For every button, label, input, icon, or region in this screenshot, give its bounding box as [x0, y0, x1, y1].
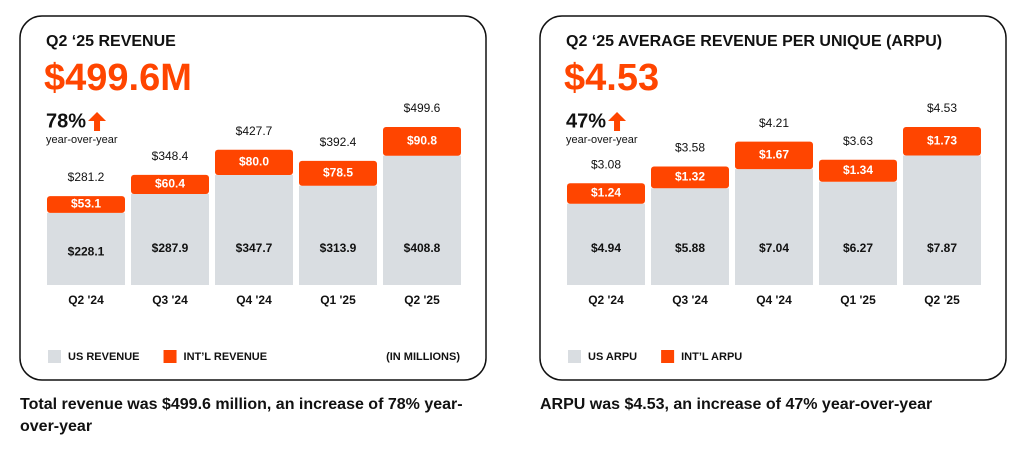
value-label: $228.1: [68, 245, 105, 259]
value-label: $347.7: [236, 241, 273, 255]
bar-segment: [47, 212, 125, 285]
value-label: $287.9: [152, 241, 189, 255]
growth: 47%: [566, 110, 606, 132]
headline: $499.6M: [44, 57, 192, 99]
value-label: $7.04: [759, 241, 789, 255]
bar-segment: [567, 203, 645, 285]
total-label: $348.4: [152, 149, 189, 163]
bar-segment: [299, 185, 377, 285]
x-tick-label: Q3 '24: [672, 293, 708, 307]
value-label: $313.9: [320, 241, 357, 255]
legend-label: INT’L ARPU: [681, 351, 742, 363]
value-label: $1.24: [591, 186, 621, 200]
growth-label: year-over-year: [46, 134, 118, 146]
total-label: $281.2: [68, 170, 105, 184]
x-tick-label: Q3 '24: [152, 293, 188, 307]
bar-segment: [735, 169, 813, 285]
value-label: $4.94: [591, 241, 621, 255]
chart-title: Q2 ‘25 AVERAGE REVENUE PER UNIQUE (ARPU): [566, 33, 942, 50]
legend-label: US REVENUE: [68, 351, 140, 363]
total-label: $4.53: [927, 101, 957, 115]
value-label: $1.34: [843, 163, 873, 177]
legend-swatch: [163, 350, 177, 363]
legend-label: US ARPU: [588, 351, 637, 363]
bar-segment: [651, 166, 729, 189]
bar-segment: [903, 155, 981, 285]
x-tick-label: Q4 '24: [236, 293, 272, 307]
total-label: $3.08: [591, 157, 621, 171]
value-label: $408.8: [404, 241, 441, 255]
value-label: $6.27: [843, 241, 873, 255]
value-label: $90.8: [407, 134, 437, 148]
x-tick-label: Q1 '25: [320, 293, 356, 307]
value-label: $1.32: [675, 170, 705, 184]
bar-segment: [819, 181, 897, 285]
total-label: $392.4: [320, 135, 357, 149]
panel: [539, 15, 1007, 381]
value-label: $1.73: [927, 133, 957, 147]
bar-segment: [215, 175, 293, 285]
value-label: $60.4: [155, 177, 185, 191]
total-label: $4.21: [759, 116, 789, 130]
unit-note: (IN MILLIONS): [386, 351, 460, 363]
chart-title: Q2 ‘25 REVENUE: [46, 33, 176, 50]
value-label: $7.87: [927, 241, 957, 255]
x-tick-label: Q2 '25: [924, 293, 960, 307]
x-tick-label: Q2 '24: [588, 293, 624, 307]
x-tick-label: Q1 '25: [840, 293, 876, 307]
legend-swatch: [568, 350, 581, 363]
bar-segment: [383, 155, 461, 285]
value-label: $80.0: [239, 155, 269, 169]
value-label: $78.5: [323, 165, 353, 179]
bar-segment: [383, 127, 461, 156]
total-label: $3.58: [675, 141, 705, 155]
total-label: $427.7: [236, 124, 273, 138]
x-tick-label: Q2 '24: [68, 293, 104, 307]
caption: ARPU was $4.53, an increase of 47% year-…: [540, 396, 933, 413]
up-arrow: [88, 112, 107, 131]
bar-segment: [131, 193, 209, 285]
up-arrow: [608, 112, 627, 131]
caption: Total revenue was $499.6 million, an inc…: [20, 396, 463, 435]
headline: $4.53: [564, 57, 659, 99]
bar-segment: [215, 149, 293, 176]
total-label: $3.63: [843, 134, 873, 148]
bar-segment: [567, 183, 645, 204]
growth-label: year-over-year: [566, 134, 638, 146]
growth: 78%: [46, 110, 86, 132]
panel: [19, 15, 487, 381]
bar-segment: [735, 141, 813, 170]
total-label: $499.6: [404, 101, 441, 115]
x-tick-label: Q4 '24: [756, 293, 792, 307]
legend-label: INT’L REVENUE: [184, 351, 268, 363]
bar-segment: [903, 127, 981, 156]
bar-segment: [299, 160, 377, 186]
value-label: $53.1: [71, 197, 101, 211]
legend-swatch: [661, 350, 675, 363]
bar-segment: [819, 159, 897, 182]
value-label: $1.67: [759, 148, 789, 162]
value-label: $5.88: [675, 241, 705, 255]
bar-segment: [47, 196, 125, 213]
legend-swatch: [48, 350, 61, 363]
x-tick-label: Q2 '25: [404, 293, 440, 307]
bar-segment: [131, 174, 209, 194]
bar-segment: [651, 188, 729, 285]
